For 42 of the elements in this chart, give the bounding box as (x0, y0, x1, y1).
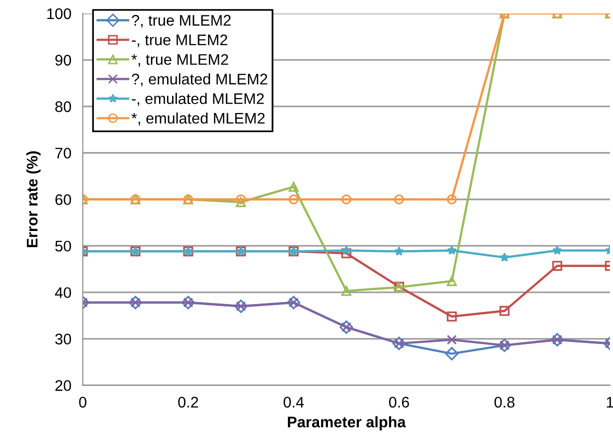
point (342, 245, 352, 255)
x-tick-label: 0.4 (284, 396, 304, 408)
point (394, 246, 404, 256)
legend-label: *, true MLEM2 (131, 54, 228, 67)
point (446, 311, 457, 322)
point (445, 346, 459, 360)
legend-label: ?, true MLEM2 (132, 14, 231, 28)
legend-label: ?, emulated MLEM2 (132, 73, 268, 86)
point (341, 194, 352, 204)
point (446, 276, 457, 286)
y-axis-title: Error rate (%) (26, 151, 41, 248)
x-tick-label: 0.6 (389, 396, 410, 408)
y-tick-label: 70 (55, 148, 72, 159)
point (446, 194, 457, 204)
point (552, 245, 562, 255)
point (394, 194, 404, 204)
point (236, 194, 246, 204)
y-tick-label: 40 (55, 287, 72, 298)
x-axis-title: Parameter alpha (288, 416, 406, 430)
point (236, 197, 246, 208)
point (446, 334, 457, 345)
legend-label: *, emulated MLEM2 (131, 112, 265, 126)
y-tick-label: 90 (55, 54, 72, 66)
point (552, 260, 562, 271)
legend-label: -, true MLEM2 (132, 34, 228, 48)
point (341, 286, 352, 296)
y-tick-label: 80 (55, 101, 72, 112)
x-tick-label: 1 (606, 396, 613, 408)
y-tick-label: 30 (55, 334, 72, 344)
point (446, 245, 457, 255)
point (288, 194, 299, 204)
legend-label: -, emulated MLEM2 (132, 92, 264, 106)
y-tick-label: 50 (55, 240, 72, 252)
point (500, 252, 510, 262)
y-tick-label: 60 (55, 194, 72, 206)
x-tick-label: 0.2 (178, 396, 198, 408)
point (499, 306, 510, 316)
x-tick-label: 0 (79, 396, 86, 408)
point (288, 182, 299, 192)
y-tick-label: 20 (55, 380, 72, 391)
y-tick-label: 100 (47, 8, 72, 20)
x-tick-label: 0.8 (494, 396, 514, 408)
